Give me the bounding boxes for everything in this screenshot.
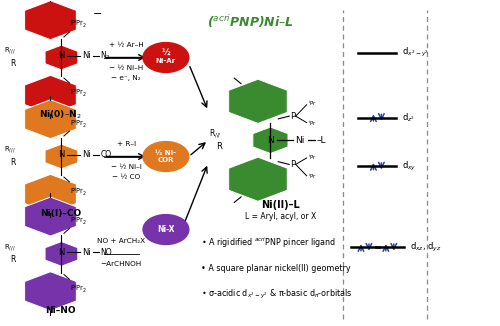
Text: P$^i$Pr$_2$: P$^i$Pr$_2$	[70, 117, 87, 129]
Circle shape	[143, 141, 189, 171]
Text: Ni: Ni	[296, 136, 305, 145]
Polygon shape	[24, 272, 76, 311]
Text: $^i$Pr: $^i$Pr	[308, 119, 316, 128]
Text: • A square planar nickel(II) geometry: • A square planar nickel(II) geometry	[201, 264, 350, 273]
Text: Ni(I)–CO: Ni(I)–CO	[40, 209, 81, 218]
Polygon shape	[24, 197, 76, 236]
Text: R: R	[10, 59, 16, 68]
Polygon shape	[253, 127, 288, 154]
Text: P: P	[290, 160, 296, 169]
Text: • A rigidified $^{acri}$PNP pincer ligand: • A rigidified $^{acri}$PNP pincer ligan…	[201, 235, 336, 250]
Text: Ni: Ni	[82, 52, 90, 60]
Text: –L: –L	[316, 136, 326, 145]
Text: N: N	[58, 248, 64, 257]
Text: P$^i$Pr$_2$: P$^i$Pr$_2$	[70, 215, 87, 227]
Text: − ½ Ni–I: − ½ Ni–I	[110, 164, 142, 170]
Text: − e⁻, N₂: − e⁻, N₂	[112, 75, 141, 81]
Text: d$_{xy}$: d$_{xy}$	[402, 160, 416, 173]
Text: CO: CO	[100, 150, 112, 159]
Text: ½: ½	[162, 49, 170, 58]
Text: ½ Ni-: ½ Ni-	[156, 150, 176, 156]
Text: −ArCHNOH: −ArCHNOH	[100, 261, 142, 267]
Polygon shape	[228, 79, 288, 124]
Text: $^i$Pr: $^i$Pr	[308, 153, 316, 162]
Text: Ni-Ar: Ni-Ar	[156, 58, 176, 65]
Text: d$_{z^2}$: d$_{z^2}$	[402, 111, 415, 124]
Text: N: N	[58, 52, 64, 60]
Text: R$_{///}$: R$_{///}$	[4, 46, 16, 56]
Text: R$_{///}$: R$_{///}$	[209, 127, 222, 140]
Text: R$_{///}$: R$_{///}$	[4, 145, 16, 155]
Text: P$^i$Pr$_2$: P$^i$Pr$_2$	[70, 283, 87, 295]
Text: COR: COR	[158, 157, 174, 163]
Text: $^i$Pr: $^i$Pr	[308, 172, 316, 181]
Text: + R–I: + R–I	[116, 141, 136, 147]
Text: L = Aryl, acyl, or X: L = Aryl, acyl, or X	[244, 212, 316, 221]
Text: N: N	[58, 150, 64, 159]
Circle shape	[143, 43, 189, 72]
Text: + ½ Ar–H: + ½ Ar–H	[108, 42, 144, 48]
Text: NO + ArCH₂X: NO + ArCH₂X	[97, 238, 145, 244]
Polygon shape	[24, 100, 76, 139]
Text: ($^{acri}$PNP)Ni–L: ($^{acri}$PNP)Ni–L	[207, 13, 294, 30]
Text: $^i$Pr: $^i$Pr	[308, 99, 316, 109]
Text: P$^i$Pr$_2$: P$^i$Pr$_2$	[70, 86, 87, 99]
Circle shape	[143, 215, 189, 244]
Text: • σ-acidic d$_{x^2−y^2}$ & π-basic d$_π$-orbitals: • σ-acidic d$_{x^2−y^2}$ & π-basic d$_π$…	[201, 288, 352, 301]
Text: d$_{x^2-y^2}$: d$_{x^2-y^2}$	[402, 46, 429, 59]
Text: Ni-X: Ni-X	[157, 225, 174, 234]
Polygon shape	[228, 157, 288, 201]
Polygon shape	[45, 144, 78, 169]
Text: Ni: Ni	[82, 150, 90, 159]
Polygon shape	[24, 1, 76, 40]
Polygon shape	[24, 75, 76, 114]
Polygon shape	[45, 45, 78, 70]
Text: Ni–NO: Ni–NO	[45, 306, 76, 315]
Text: Ni(0)–N$_2$: Ni(0)–N$_2$	[39, 108, 82, 121]
Text: Ni(II)–L: Ni(II)–L	[261, 200, 300, 210]
Text: R$_{///}$: R$_{///}$	[4, 242, 16, 253]
Text: − ½ Ni–H: − ½ Ni–H	[109, 65, 143, 71]
Text: −: −	[92, 9, 102, 19]
Text: − ½ CO: − ½ CO	[112, 174, 140, 180]
Text: N: N	[267, 136, 274, 145]
Text: Ni: Ni	[82, 248, 90, 257]
Text: P: P	[290, 111, 296, 121]
Text: R: R	[10, 158, 16, 167]
Polygon shape	[45, 242, 78, 266]
Text: N$_2$: N$_2$	[100, 50, 111, 62]
Text: P$^i$Pr$_2$: P$^i$Pr$_2$	[70, 18, 87, 31]
Text: R: R	[10, 255, 16, 264]
Text: R: R	[216, 142, 222, 151]
Polygon shape	[24, 174, 76, 213]
Text: NO: NO	[100, 248, 112, 257]
Text: d$_{xz}$, d$_{yz}$: d$_{xz}$, d$_{yz}$	[410, 241, 442, 254]
Text: P$^i$Pr$_2$: P$^i$Pr$_2$	[70, 185, 87, 198]
